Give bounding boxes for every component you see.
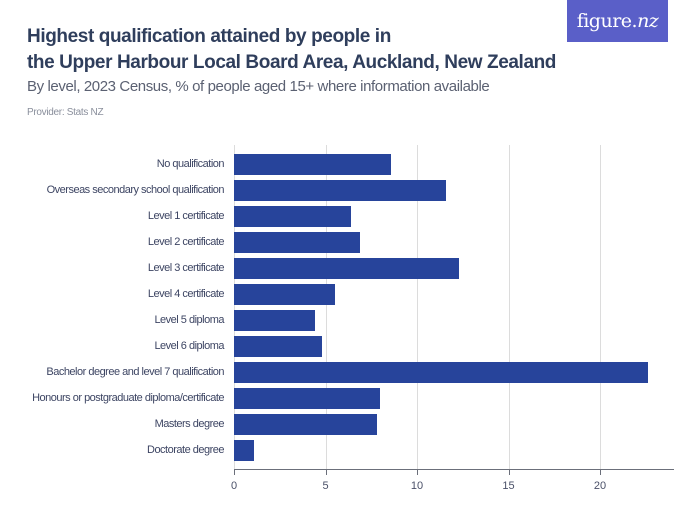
x-axis-tick-label: 15: [502, 480, 515, 492]
x-axis-tick-label: 5: [322, 480, 329, 492]
gridline: [325, 145, 327, 469]
category-label: Level 3 certificate: [147, 262, 225, 274]
bar[interactable]: [234, 284, 335, 305]
category-label: Level 4 certificate: [147, 288, 225, 300]
chart-subtitle: By level, 2023 Census, % of people aged …: [27, 78, 490, 95]
bar[interactable]: [234, 440, 255, 461]
category-label: Doctorate degree: [147, 444, 225, 456]
logo-text-accent: nz: [637, 10, 659, 32]
figure-nz-logo[interactable]: figure.nz: [567, 0, 668, 42]
x-axis-tick: [325, 469, 327, 475]
bar[interactable]: [234, 310, 315, 331]
x-axis-tick-label: 10: [410, 480, 424, 492]
category-label: Level 2 certificate: [147, 236, 225, 248]
gridline: [508, 145, 510, 469]
provider-credit: Provider: Stats NZ: [27, 107, 104, 118]
chart-title: Highest qualification attained by people…: [27, 24, 556, 76]
category-label: Bachelor degree and level 7 qualificatio…: [46, 366, 224, 378]
chart-title-line-2: the Upper Harbour Local Board Area, Auck…: [27, 52, 557, 73]
x-axis-line: [234, 469, 674, 470]
x-axis-tick-label: 0: [230, 480, 238, 492]
category-label: Honours or postgraduate diploma/certific…: [32, 392, 224, 404]
bar[interactable]: [234, 232, 361, 253]
x-axis-tick: [417, 469, 418, 475]
category-label: Level 1 certificate: [147, 210, 225, 222]
category-label: Level 6 diploma: [154, 340, 224, 352]
y-axis-line: [234, 145, 235, 469]
gridline: [600, 145, 601, 469]
bar[interactable]: [234, 336, 322, 357]
bar[interactable]: [234, 414, 377, 435]
category-label: Level 5 diploma: [154, 314, 224, 326]
category-label: No qualification: [156, 158, 225, 170]
x-axis-tick-label: 20: [593, 480, 607, 492]
chart-title-line-1: Highest qualification attained by people…: [27, 26, 391, 47]
bar[interactable]: [234, 180, 447, 201]
bar[interactable]: [234, 362, 648, 383]
bar[interactable]: [234, 388, 381, 409]
category-label: Masters degree: [154, 418, 225, 430]
bar[interactable]: [234, 154, 392, 175]
gridline: [417, 145, 418, 469]
bar[interactable]: [234, 258, 460, 279]
logo-text-main: figure.: [576, 10, 638, 32]
x-axis-tick: [508, 469, 510, 475]
bar[interactable]: [234, 206, 352, 227]
x-axis-tick: [234, 469, 235, 475]
category-label: Overseas secondary school qualification: [46, 184, 225, 196]
x-axis-tick: [600, 469, 601, 475]
